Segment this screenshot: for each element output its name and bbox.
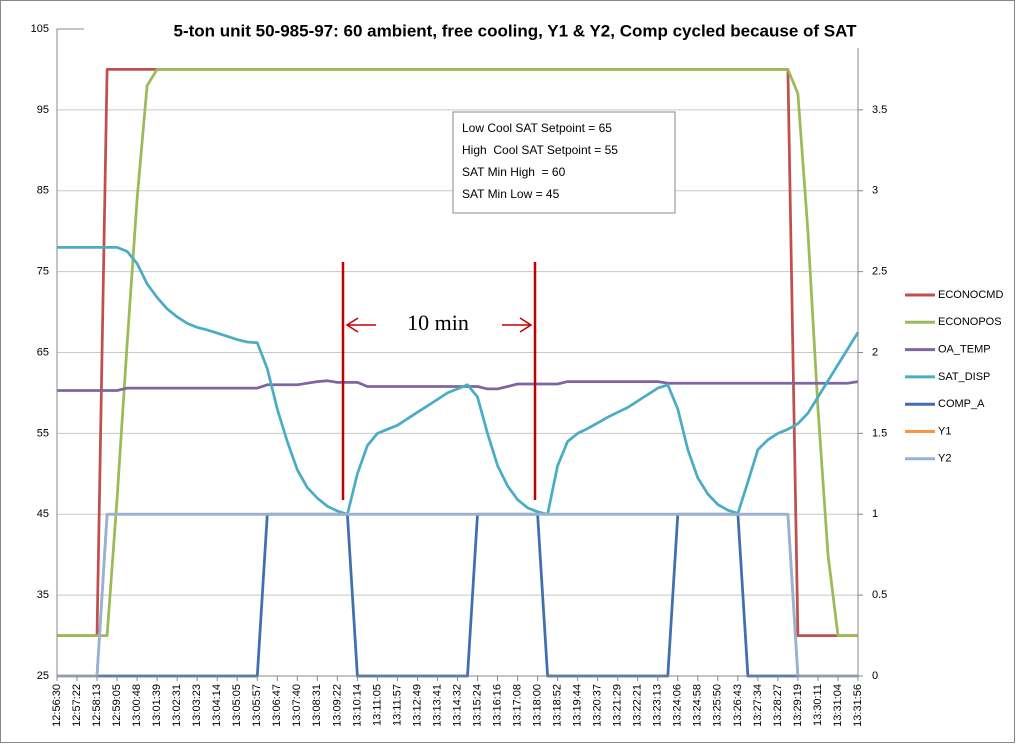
x-tick-label: 13:27:34 (752, 684, 764, 727)
arrow-head (345, 317, 359, 333)
textbox-frame (452, 111, 676, 214)
textbox: Low Cool SAT Setpoint = 65 High Cool SAT… (452, 111, 676, 214)
legend-label: ECONOPOS (938, 316, 1002, 328)
x-tick-label: 13:16:16 (491, 684, 503, 727)
series-line (57, 68, 858, 637)
x-tick-label: 12:59:05 (111, 684, 123, 727)
x-tick-label: 13:31:56 (852, 684, 864, 727)
y2-tick-label: 3 (872, 185, 878, 197)
y-tick-label: 35 (37, 589, 49, 601)
x-tick-label: 13:13:41 (431, 684, 443, 727)
chart-title: 5-ton unit 50-985-97: 60 ambient, free c… (173, 21, 857, 40)
x-tick-label: 13:12:49 (411, 684, 423, 727)
x-tick-label: 13:24:06 (672, 684, 684, 727)
y-tick-label: 55 (37, 427, 49, 439)
series-line (57, 246, 860, 516)
x-tick-label: 13:11:57 (391, 684, 403, 726)
series-line (57, 512, 858, 678)
x-tick-label: 13:24:58 (692, 684, 704, 727)
x-tick-label: 13:08:31 (311, 684, 323, 727)
x-tick-label: 13:18:00 (532, 684, 544, 727)
y-tick-label: 65 (37, 346, 49, 358)
x-tick-label: 13:23:13 (652, 684, 664, 727)
series-line (57, 379, 859, 392)
x-tick-label: 13:09:22 (331, 684, 343, 727)
y2-tick-label: 1.5 (872, 427, 887, 439)
x-tick-label: 13:20:37 (592, 684, 604, 727)
note: SAT Min High = 60 (462, 165, 566, 179)
x-tick-label: 13:02:31 (171, 684, 183, 727)
y2-tick-label: 3.5 (872, 104, 887, 116)
x-tick-label: 13:26:43 (732, 684, 744, 727)
x-tick-label: 13:06:47 (271, 684, 283, 727)
x-tick-label: 13:31:04 (832, 684, 844, 727)
legend-label: Y1 (938, 425, 951, 437)
x-tick-label: 13:30:11 (812, 684, 824, 726)
y-tick-label: 95 (37, 104, 49, 116)
y-tick-label: 75 (37, 266, 49, 278)
interval-label: 10 min (407, 310, 469, 335)
x-tick-label: 12:56:30 (51, 684, 63, 727)
interval-annotation (341, 262, 537, 500)
x-tick-label: 13:25:50 (712, 684, 724, 727)
title-bg (84, 14, 948, 48)
x-tick-label: 13:04:14 (211, 684, 223, 727)
legend: ECONOCMD ECONOPOS OA_TEMP SAT_DISP COMP_A Y1 Y… (905, 289, 1003, 465)
y-tick-label: 45 (37, 508, 49, 520)
x-tick-label: 13:29:19 (792, 684, 804, 727)
x-tick-label: 13:22:21 (632, 684, 644, 727)
y2-tick-label: 2.5 (872, 266, 887, 278)
x-tick-label: 13:11:05 (371, 684, 383, 726)
x-tick-label: 13:05:57 (251, 684, 263, 727)
legend-label: COMP_A (938, 398, 985, 410)
x-tick-label: 13:03:23 (191, 684, 203, 727)
legend-label: SAT_DISP (938, 371, 990, 383)
y2-tick-label: 1 (872, 508, 878, 520)
x-tick-label: 13:05:05 (231, 684, 243, 727)
y-tick-label: 85 (37, 185, 49, 197)
x-tick-label: 13:19:44 (572, 684, 584, 727)
y-tick-label: 105 (31, 23, 49, 35)
arrow-head (519, 317, 533, 333)
x-tick-label: 13:18:52 (552, 684, 564, 727)
x-tick-label: 13:10:14 (351, 684, 363, 727)
note: SAT Min Low = 45 (462, 187, 560, 201)
y2-tick-label: 0 (872, 670, 878, 682)
x-tick-label: 13:00:48 (131, 684, 143, 727)
x-tick-label: 13:07:40 (291, 684, 303, 727)
y-tick-label: 25 (37, 670, 49, 682)
x-tick-label: 13:15:24 (471, 684, 483, 727)
y2-tick-label: 2 (872, 346, 878, 358)
legend-label: OA_TEMP (938, 344, 991, 356)
legend-label: ECONOCMD (938, 289, 1003, 301)
x-tick-label: 13:21:29 (612, 684, 624, 727)
x-tick-label: 13:17:08 (511, 684, 523, 727)
x-tick-label: 13:01:39 (151, 684, 163, 727)
x-tick-label: 13:28:27 (772, 684, 784, 727)
x-tick-label: 13:14:32 (451, 684, 463, 727)
x-tick-label: 12:58:13 (91, 684, 103, 727)
note: Low Cool SAT Setpoint = 65 (462, 121, 612, 135)
x-tick-label: 12:57:22 (71, 684, 83, 727)
y2-tick-label: 0.5 (872, 589, 887, 601)
note: High Cool SAT Setpoint = 55 (462, 143, 618, 157)
legend-label: Y2 (938, 453, 951, 465)
